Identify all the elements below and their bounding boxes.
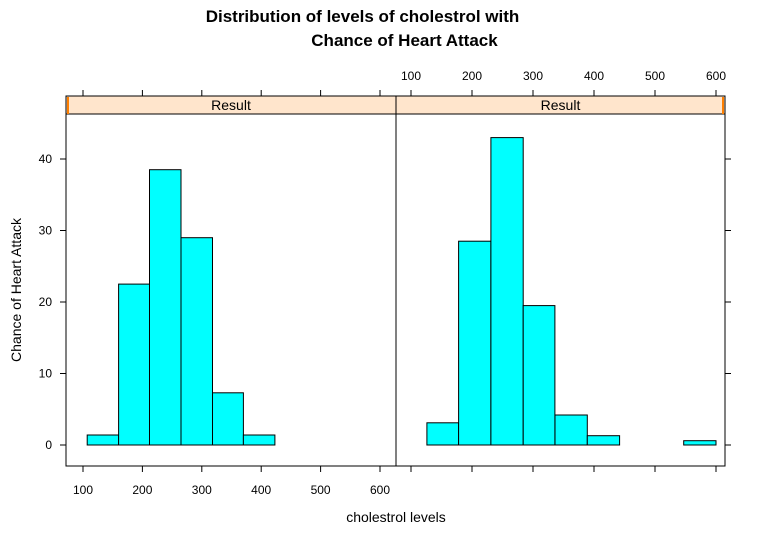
histogram-bar (458, 240, 492, 446)
panel-2: Result 100 200 300 400 500 600 (395, 69, 726, 472)
x-tick-label: 400 (251, 483, 271, 497)
chart-title-line-1: Distribution of levels of cholestrol wit… (205, 7, 520, 26)
panel-border (395, 95, 726, 467)
histogram-bar (683, 440, 717, 446)
strip-level-marker (722, 97, 724, 114)
histogram-bar (426, 422, 460, 446)
histogram-bar (522, 305, 556, 446)
x-tick-label: 600 (370, 483, 390, 497)
histogram-bar (586, 435, 621, 446)
panel-1: Result 100 200 300 400 500 600 (65, 90, 397, 497)
strip-label: Result (541, 97, 581, 113)
y-tick-label: 10 (39, 367, 53, 381)
x-tick-label: 100 (73, 483, 93, 497)
y-tick-label: 0 (45, 438, 52, 452)
y-tick-label: 40 (39, 152, 53, 166)
x-tick-label: 400 (584, 69, 604, 83)
histogram-bar (242, 434, 276, 446)
strip-label: Result (211, 97, 251, 113)
y-tick-label: 30 (39, 224, 53, 238)
x-tick-label: 100 (401, 69, 421, 83)
histogram-bar (86, 434, 120, 446)
histogram-bar (180, 237, 213, 446)
x-tick-label: 500 (645, 69, 665, 83)
histogram-bar (490, 137, 524, 446)
x-tick-label: 300 (523, 69, 543, 83)
x-tick-label: 200 (462, 69, 482, 83)
histogram-bar (212, 392, 244, 446)
x-tick-label: 500 (311, 483, 331, 497)
x-tick-label: 600 (706, 69, 726, 83)
strip-level-marker (67, 97, 69, 114)
y-axis-label: Chance of Heart Attack (8, 217, 24, 362)
x-tick-label: 300 (192, 483, 212, 497)
panel-strip (395, 95, 726, 115)
histogram-bar (554, 414, 588, 446)
x-axis-label: cholestrol levels (346, 509, 446, 525)
x-tick-label: 200 (132, 483, 152, 497)
chart-title-line-2: Chance of Heart Attack (311, 31, 498, 50)
histogram-bar (149, 169, 182, 446)
histogram-bar (118, 283, 150, 446)
y-tick-label: 20 (39, 295, 53, 309)
